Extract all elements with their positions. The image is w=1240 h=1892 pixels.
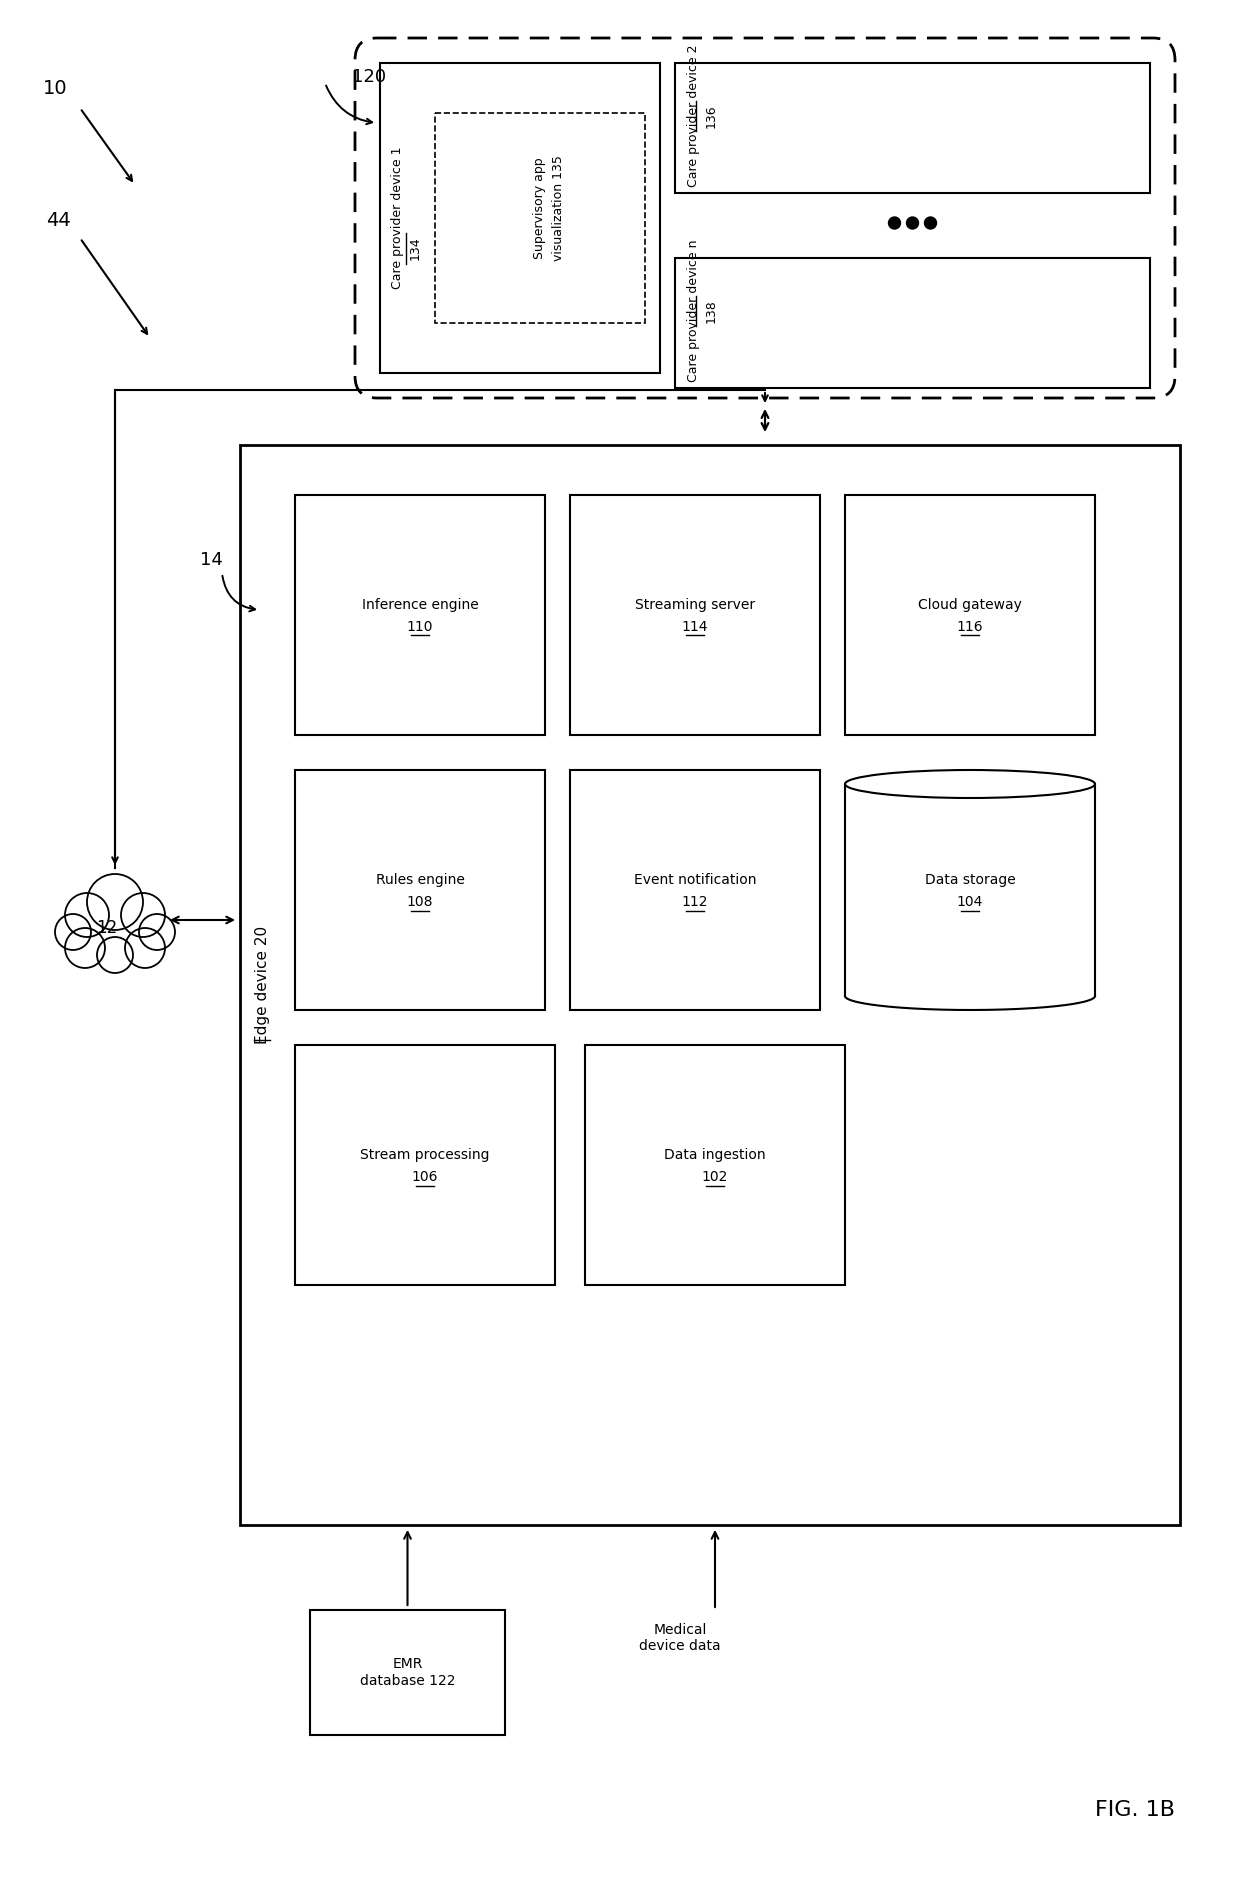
Bar bbox=[585, 1044, 844, 1285]
Circle shape bbox=[97, 937, 133, 972]
Text: Medical
device data: Medical device data bbox=[639, 1623, 720, 1654]
Bar bbox=[241, 445, 1180, 1525]
Text: Supervisory app: Supervisory app bbox=[533, 157, 547, 259]
Text: 104: 104 bbox=[957, 895, 983, 908]
Circle shape bbox=[139, 914, 175, 950]
Circle shape bbox=[64, 927, 105, 969]
Circle shape bbox=[55, 914, 91, 950]
Circle shape bbox=[87, 874, 143, 931]
Text: EMR
database 122: EMR database 122 bbox=[360, 1657, 455, 1688]
Text: 102: 102 bbox=[702, 1169, 728, 1184]
Text: Cloud gateway: Cloud gateway bbox=[918, 598, 1022, 611]
Text: visualization 135: visualization 135 bbox=[552, 155, 564, 261]
Text: Streaming server: Streaming server bbox=[635, 598, 755, 611]
Text: 138: 138 bbox=[706, 299, 718, 324]
Text: Care provider device 1: Care provider device 1 bbox=[392, 148, 404, 289]
Text: 14: 14 bbox=[200, 551, 223, 569]
Text: 44: 44 bbox=[46, 210, 71, 229]
Circle shape bbox=[925, 218, 936, 229]
Text: 120: 120 bbox=[352, 68, 386, 85]
Text: 108: 108 bbox=[407, 895, 433, 908]
Text: 12: 12 bbox=[97, 920, 118, 937]
Text: 106: 106 bbox=[412, 1169, 438, 1184]
Bar bbox=[570, 496, 820, 734]
Bar bbox=[844, 783, 1095, 995]
Text: Data storage: Data storage bbox=[925, 872, 1016, 887]
Text: 112: 112 bbox=[682, 895, 708, 908]
Bar bbox=[570, 770, 820, 1010]
Text: Care provider device n: Care provider device n bbox=[687, 240, 701, 382]
Text: Inference engine: Inference engine bbox=[362, 598, 479, 611]
Bar bbox=[379, 62, 660, 373]
Text: Edge device 20: Edge device 20 bbox=[254, 925, 269, 1044]
Text: 110: 110 bbox=[407, 621, 433, 634]
Bar bbox=[675, 62, 1149, 193]
Circle shape bbox=[64, 893, 109, 937]
Text: Stream processing: Stream processing bbox=[361, 1148, 490, 1162]
Text: Care provider device 2: Care provider device 2 bbox=[687, 45, 701, 187]
Circle shape bbox=[122, 893, 165, 937]
Circle shape bbox=[125, 927, 165, 969]
Bar bbox=[295, 1044, 556, 1285]
Text: 10: 10 bbox=[42, 78, 67, 98]
Circle shape bbox=[889, 218, 900, 229]
Bar bbox=[844, 496, 1095, 734]
Text: 116: 116 bbox=[957, 621, 983, 634]
Text: Rules engine: Rules engine bbox=[376, 872, 465, 887]
Text: 136: 136 bbox=[706, 104, 718, 129]
Text: 134: 134 bbox=[408, 236, 422, 259]
Bar bbox=[310, 1610, 505, 1735]
Text: Data ingestion: Data ingestion bbox=[665, 1148, 766, 1162]
Bar bbox=[295, 770, 546, 1010]
FancyBboxPatch shape bbox=[355, 38, 1176, 397]
Bar bbox=[675, 257, 1149, 388]
Circle shape bbox=[906, 218, 919, 229]
Bar bbox=[295, 496, 546, 734]
Ellipse shape bbox=[844, 770, 1095, 798]
Text: FIG. 1B: FIG. 1B bbox=[1095, 1799, 1176, 1820]
Text: Event notification: Event notification bbox=[634, 872, 756, 887]
Text: 114: 114 bbox=[682, 621, 708, 634]
Bar bbox=[435, 114, 645, 324]
